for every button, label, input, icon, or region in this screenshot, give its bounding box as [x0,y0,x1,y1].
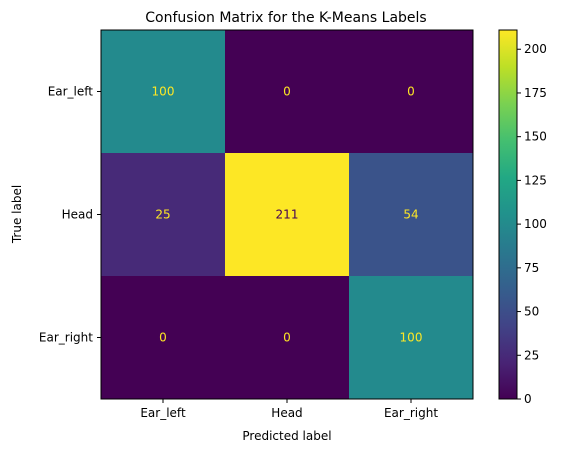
chart-title: Confusion Matrix for the K-Means Labels [145,10,426,26]
x-axis-label: Predicted label [242,429,331,443]
heatmap-cell [225,153,350,277]
cell-value-label: 0 [283,331,291,345]
cell-value-label: 0 [407,85,415,99]
cell-value-label: 54 [403,208,418,222]
colorbar-tick-label: 150 [524,130,547,144]
heatmap-cell [349,276,474,400]
heatmap-cells [101,30,474,400]
y-tick-label: Ear_left [48,85,94,99]
y-tick-label: Ear_right [39,331,93,345]
colorbar-tick-label: 0 [524,392,532,406]
colorbar-tick-label: 100 [524,217,547,231]
x-tick-label: Head [271,406,302,420]
heatmap-cell [101,30,226,154]
cell-value-label: 211 [276,208,299,222]
colorbar-ticks: 0 25 50 75 100 125 150 175 200 [517,42,547,406]
cell-value-label: 100 [400,331,423,345]
cell-value-label: 0 [283,85,291,99]
heatmap-cell [101,153,226,277]
colorbar-tick-label: 175 [524,86,547,100]
colorbar-tick-label: 200 [524,42,547,56]
colorbar [498,29,518,400]
cell-value-label: 25 [155,208,170,222]
heatmap-cell [349,30,474,154]
heatmap-cell-labels: 100 0 0 25 211 54 0 0 100 [152,85,423,345]
y-tick-label: Head [62,208,93,222]
colorbar-tick-label: 25 [524,348,539,362]
x-tick-label: Ear_right [384,406,438,420]
x-tick-label: Ear_left [140,406,186,420]
y-axis-label: True label [10,185,24,244]
y-axis-ticks: Ear_left Head Ear_right [39,85,101,345]
heatmap-cell [101,276,226,400]
cell-value-label: 100 [152,85,175,99]
x-axis-ticks: Ear_left Head Ear_right [140,399,438,420]
colorbar-tick-label: 50 [524,305,539,319]
heatmap-cell [225,30,350,154]
heatmap-cell [225,276,350,400]
cell-value-label: 0 [159,331,167,345]
heatmap-cell [349,153,474,277]
colorbar-tick-label: 125 [524,173,547,187]
colorbar-tick-label: 75 [524,261,539,275]
